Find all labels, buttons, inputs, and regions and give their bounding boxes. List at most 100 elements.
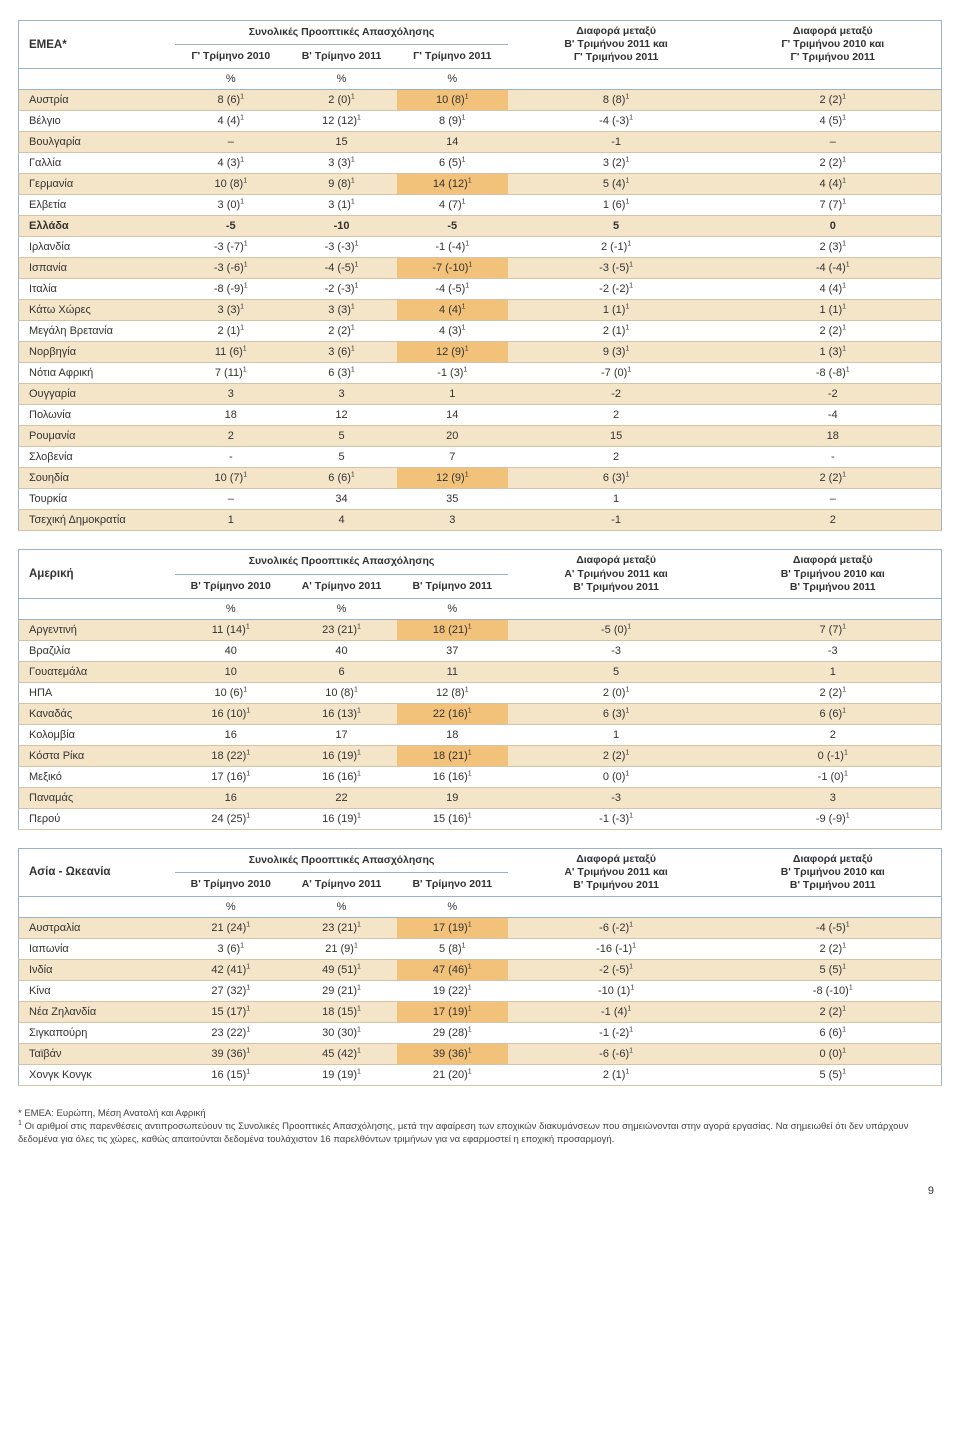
value-cell: -1 (-2)1 (508, 1023, 725, 1044)
value-cell: 22 (286, 787, 397, 808)
value-cell: 6 (5)1 (397, 153, 508, 174)
value-cell: 3 (0)1 (175, 195, 286, 216)
value-cell: 18 (22)1 (175, 745, 286, 766)
value-cell: 49 (51)1 (286, 960, 397, 981)
diff-header-1: Διαφορά μεταξύΑ' Τριμήνου 2011 καιΒ' Τρι… (508, 550, 725, 598)
pct-cell (508, 69, 725, 90)
value-cell: 8 (8)1 (508, 90, 725, 111)
value-cell: -7 (-10)1 (397, 258, 508, 279)
value-cell: 18 (725, 426, 942, 447)
value-cell: 4 (286, 510, 397, 531)
value-cell: 19 (19)1 (286, 1065, 397, 1086)
value-cell: 2 (2)1 (725, 90, 942, 111)
value-cell: -4 (-5)1 (397, 279, 508, 300)
country-cell: Αυστραλία (19, 918, 176, 939)
value-cell: 10 (175, 661, 286, 682)
table-row: Ιταλία-8 (-9)1-2 (-3)1-4 (-5)1-2 (-2)14 … (19, 279, 942, 300)
table-row: ΗΠΑ10 (6)110 (8)112 (8)12 (0)12 (2)1 (19, 682, 942, 703)
value-cell: 27 (32)1 (175, 981, 286, 1002)
country-cell: Σιγκαπούρη (19, 1023, 176, 1044)
country-cell: Καναδάς (19, 703, 176, 724)
pct-cell (725, 69, 942, 90)
table-row: Βέλγιο4 (4)112 (12)18 (9)1-4 (-3)14 (5)1 (19, 111, 942, 132)
value-cell: 0 (0)1 (725, 1044, 942, 1065)
value-cell: 6 (6)1 (286, 468, 397, 489)
value-cell: 21 (9)1 (286, 939, 397, 960)
value-cell: 3 (725, 787, 942, 808)
value-cell: 10 (8)1 (286, 682, 397, 703)
value-cell: 0 (0)1 (508, 766, 725, 787)
value-cell: 5 (5)1 (725, 960, 942, 981)
value-cell: -3 (-6)1 (175, 258, 286, 279)
value-cell: -16 (-1)1 (508, 939, 725, 960)
table-row: Ινδία42 (41)149 (51)147 (46)1-2 (-5)15 (… (19, 960, 942, 981)
value-cell: 9 (3)1 (508, 342, 725, 363)
value-cell: 2 (508, 447, 725, 468)
value-cell: -1 (4)1 (508, 1002, 725, 1023)
col-header: Β' Τρίμηνο 2011 (397, 574, 508, 598)
value-cell: 18 (175, 405, 286, 426)
value-cell: 2 (2)1 (725, 468, 942, 489)
value-cell: 29 (28)1 (397, 1023, 508, 1044)
country-cell: Ιταλία (19, 279, 176, 300)
pct-label-blank (19, 69, 176, 90)
value-cell: 15 (508, 426, 725, 447)
value-cell: 15 (286, 132, 397, 153)
value-cell: 16 (10)1 (175, 703, 286, 724)
value-cell: 6 (3)1 (508, 468, 725, 489)
country-cell: Γουατεμάλα (19, 661, 176, 682)
value-cell: 2 (0)1 (286, 90, 397, 111)
country-cell: Βέλγιο (19, 111, 176, 132)
table-row: Κάτω Χώρες3 (3)13 (3)14 (4)11 (1)11 (1)1 (19, 300, 942, 321)
value-cell: - (725, 447, 942, 468)
country-cell: Ισπανία (19, 258, 176, 279)
col-header: Β' Τρίμηνο 2011 (397, 872, 508, 896)
col-header: Β' Τρίμηνο 2010 (175, 872, 286, 896)
value-cell: 1 (175, 510, 286, 531)
country-cell: Γαλλία (19, 153, 176, 174)
value-cell: 4 (4)1 (397, 300, 508, 321)
value-cell: 3 (6)1 (286, 342, 397, 363)
value-cell: -1 (-3)1 (508, 808, 725, 829)
value-cell: -1 (508, 132, 725, 153)
country-cell: Κίνα (19, 981, 176, 1002)
value-cell: 37 (397, 640, 508, 661)
value-cell: 14 (397, 132, 508, 153)
value-cell: -10 (286, 216, 397, 237)
pct-cell (508, 897, 725, 918)
value-cell: 23 (21)1 (286, 918, 397, 939)
table-row: Κίνα27 (32)129 (21)119 (22)1-10 (1)1-8 (… (19, 981, 942, 1002)
region-header: Αμερική (19, 550, 176, 598)
value-cell: 3 (397, 510, 508, 531)
group-header: Συνολικές Προοπτικές Απασχόλησης (175, 848, 507, 872)
table-row: Ελβετία3 (0)13 (1)14 (7)11 (6)17 (7)1 (19, 195, 942, 216)
country-cell: Ελβετία (19, 195, 176, 216)
table-row: Κολομβία16171812 (19, 724, 942, 745)
value-cell: 21 (20)1 (397, 1065, 508, 1086)
value-cell: 5 (286, 426, 397, 447)
col-header: Α' Τρίμηνο 2011 (286, 872, 397, 896)
value-cell: 2 (1)1 (508, 1065, 725, 1086)
col-header: Γ' Τρίμηνο 2010 (175, 45, 286, 69)
country-cell: Ρουμανία (19, 426, 176, 447)
value-cell: 5 (508, 216, 725, 237)
value-cell: -2 (508, 384, 725, 405)
value-cell: 39 (36)1 (175, 1044, 286, 1065)
table-row: Ιρλανδία-3 (-7)1-3 (-3)1-1 (-4)12 (-1)12… (19, 237, 942, 258)
value-cell: -3 (725, 640, 942, 661)
value-cell: -3 (-5)1 (508, 258, 725, 279)
value-cell: 3 (2)1 (508, 153, 725, 174)
value-cell: -1 (508, 510, 725, 531)
table-row: Τσεχική Δημοκρατία143-12 (19, 510, 942, 531)
pct-cell: % (397, 598, 508, 619)
country-cell: Σλοβενία (19, 447, 176, 468)
country-cell: Γερμανία (19, 174, 176, 195)
value-cell: 18 (397, 724, 508, 745)
value-cell: 16 (16)1 (397, 766, 508, 787)
value-cell: -4 (725, 405, 942, 426)
value-cell: 24 (25)1 (175, 808, 286, 829)
value-cell: 17 (19)1 (397, 918, 508, 939)
value-cell: 17 (286, 724, 397, 745)
table-row: Πολωνία1812142-4 (19, 405, 942, 426)
value-cell: -5 (175, 216, 286, 237)
